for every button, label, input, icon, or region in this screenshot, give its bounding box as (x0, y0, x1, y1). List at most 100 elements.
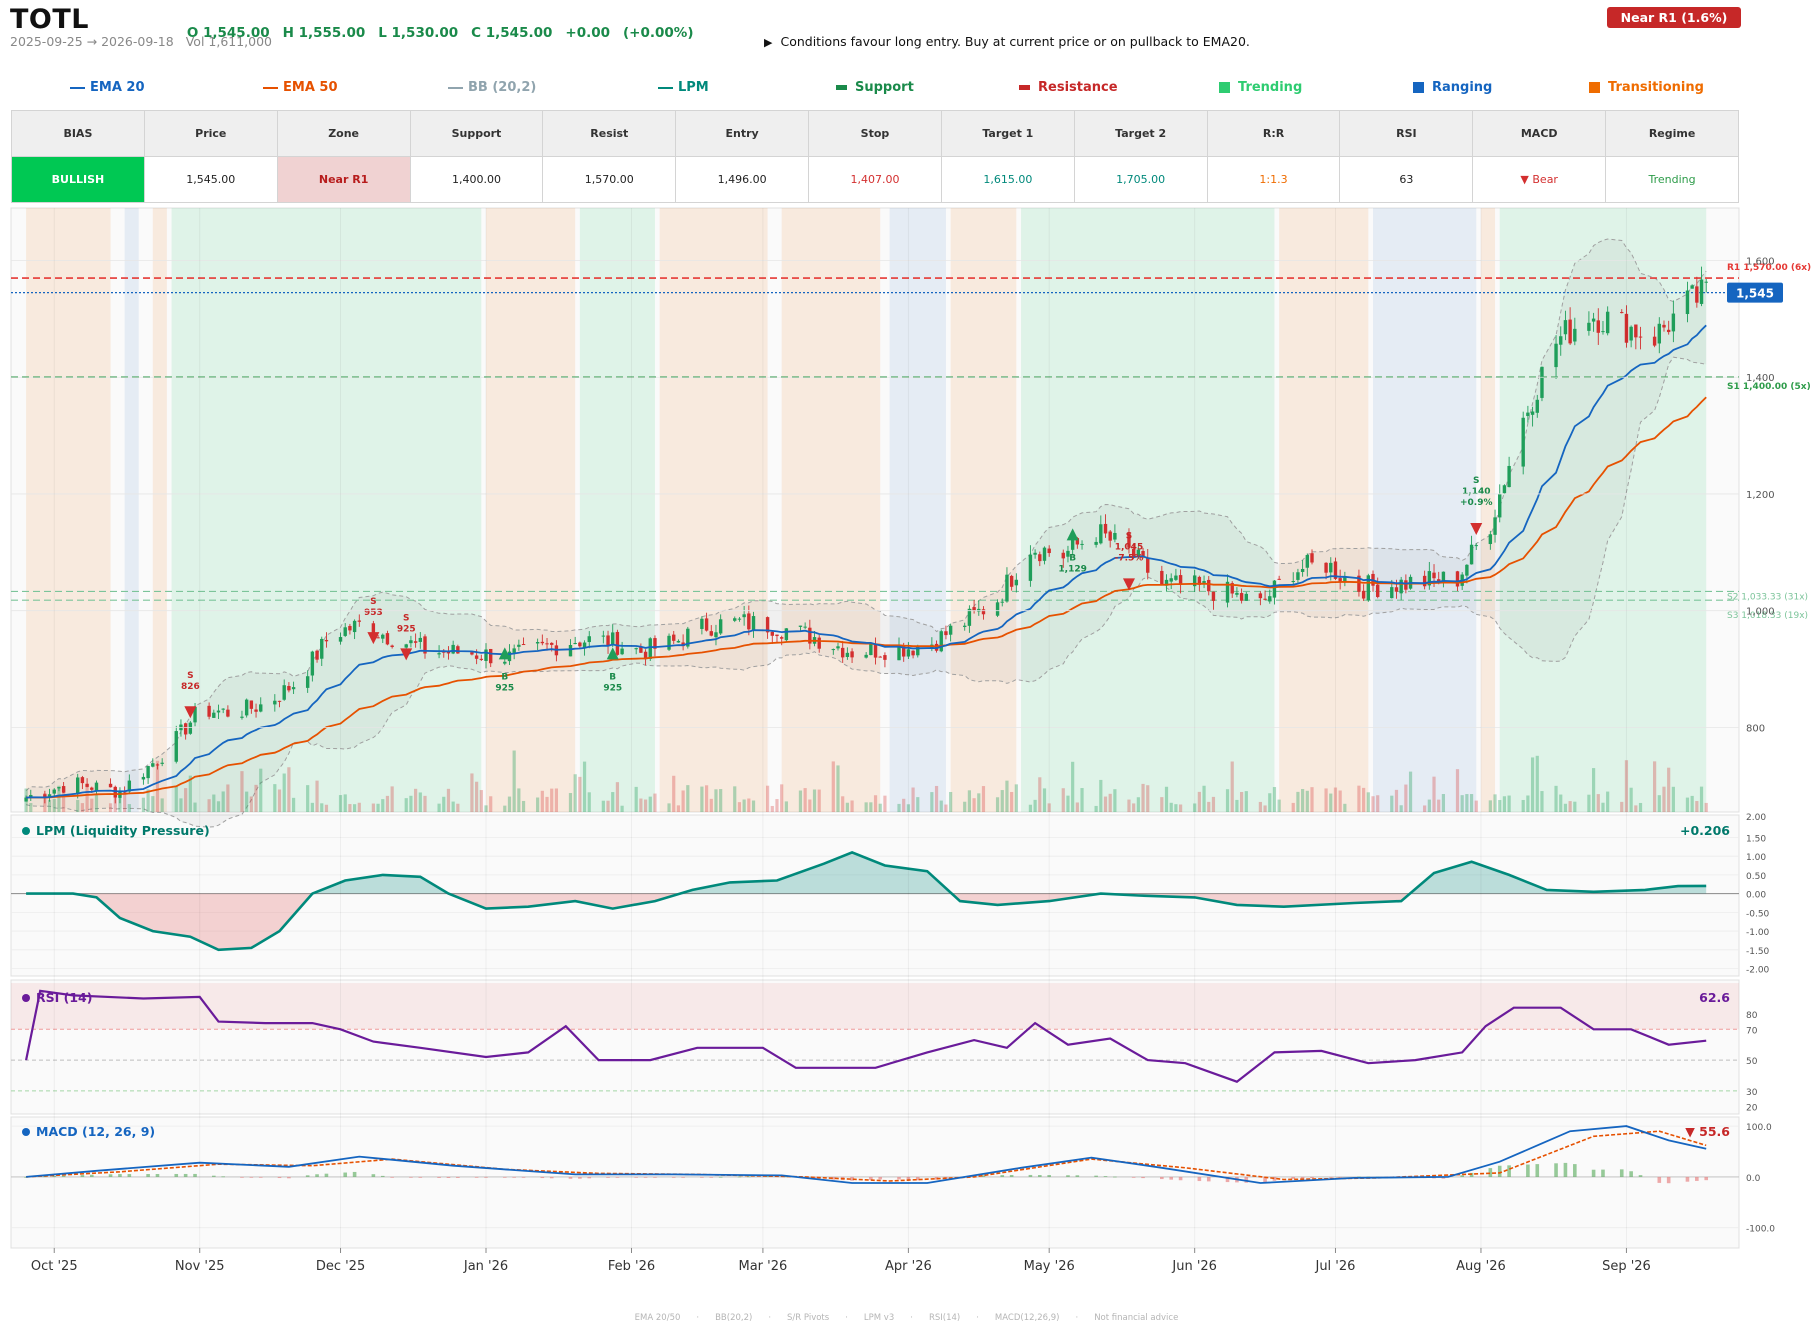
candle-body (470, 652, 474, 655)
volume-bar (1699, 786, 1704, 812)
candle-body (775, 634, 779, 637)
volume-bar (784, 801, 788, 812)
regime-band-transitioning (950, 208, 1017, 812)
candle-body (146, 766, 150, 779)
volume-bar (906, 804, 910, 812)
macd-histogram-bar (521, 1176, 526, 1178)
volume-bar (902, 798, 906, 812)
volume-bar (1573, 801, 1577, 812)
macd-histogram-bar (1000, 1175, 1005, 1177)
rsi-tick-label: 20 (1746, 1103, 1758, 1113)
volume-bar (939, 800, 943, 812)
volume-bar (1493, 794, 1497, 812)
footer-note: BB(20,2) (715, 1313, 753, 1323)
candle-body (1507, 465, 1511, 488)
volume-bar (1399, 805, 1403, 812)
volume-bar (667, 803, 671, 812)
volume-bar (540, 790, 544, 812)
macd-histogram-bar (1601, 1169, 1605, 1177)
volume-bar (831, 761, 835, 812)
footer-separator: · (696, 1313, 700, 1323)
volume-bar (437, 803, 441, 812)
volume-bar (812, 789, 817, 812)
macd-histogram-bar (1197, 1176, 1202, 1182)
candle-body (282, 685, 286, 700)
legend-swatch (1589, 82, 1600, 93)
candle-body (226, 709, 230, 717)
volume-bar (1671, 786, 1675, 812)
candle-body (1211, 591, 1216, 601)
candle-body (423, 636, 427, 654)
candle-body (381, 634, 385, 639)
candle-body (127, 780, 132, 792)
volume-bar (517, 788, 521, 812)
macd-histogram-bar (1469, 1172, 1474, 1177)
volume-bar (1441, 794, 1446, 812)
volume-bar (995, 797, 1000, 812)
candle-body (1624, 313, 1629, 343)
macd-histogram-bar (305, 1175, 310, 1177)
volume-bar (1277, 799, 1281, 812)
volume-bar (653, 793, 657, 812)
legend-item-transitioning: Transitioning (1589, 80, 1704, 95)
candle-body (1526, 412, 1530, 417)
candle-body (1699, 279, 1704, 304)
candle-body (653, 638, 657, 649)
low-value: L 1,530.00 (378, 25, 459, 41)
candle-body (873, 643, 878, 658)
candle-body (634, 648, 638, 650)
candle-body (981, 609, 986, 615)
candle-body (1563, 320, 1568, 335)
candle-body (836, 646, 840, 649)
volume-bar (1404, 784, 1408, 812)
candle-body (1357, 575, 1361, 592)
month-tick-label: Jan '26 (463, 1259, 508, 1274)
candle-body (1333, 561, 1338, 579)
volume-bar (306, 785, 310, 812)
volume-bar (1394, 789, 1399, 812)
volume-bar (353, 804, 357, 812)
legend-item-lpm: LPM (658, 80, 709, 95)
volume-bar (254, 784, 258, 812)
regime-cell: Trending (1605, 156, 1739, 203)
candle-body (850, 651, 854, 658)
volume-bar (545, 796, 549, 812)
volume-bar (414, 788, 418, 812)
volume-bar (108, 803, 113, 812)
volume-bar (470, 773, 474, 812)
volume-bar (277, 789, 282, 812)
candle-body (1310, 553, 1314, 563)
macd-histogram-bar (681, 1176, 685, 1178)
candle-body (1638, 336, 1643, 338)
macd-histogram-bar (484, 1176, 488, 1178)
candle-body (409, 640, 413, 644)
support-cell: 1,400.00 (409, 156, 544, 203)
candle-body (80, 777, 85, 784)
macd-histogram-bar (1328, 1176, 1333, 1178)
volume-bar (385, 795, 390, 812)
legend-item-support: Support (836, 80, 914, 95)
volume-bar (1507, 795, 1511, 812)
candle-body (1535, 399, 1539, 413)
macd-histogram-bar (1704, 1176, 1709, 1181)
macd-line (26, 1125, 1707, 1184)
volume-bar (1502, 796, 1507, 812)
candle-body (47, 794, 52, 797)
volume-bar (1620, 801, 1624, 812)
volume-bar (1634, 805, 1638, 812)
volume-bar (1423, 805, 1427, 812)
volume-bar (80, 803, 84, 812)
lpm-tick-label: -0.50 (1746, 909, 1770, 919)
volume-bar (127, 804, 131, 812)
sell-signal-marker (1470, 522, 1483, 535)
macd-histogram-bar (1263, 1176, 1267, 1183)
macd-cell: ▼ Bear (1472, 156, 1607, 203)
candle-body (784, 628, 789, 641)
macd-title: MACD (12, 26, 9) (36, 1124, 155, 1139)
volume-bar (193, 802, 197, 812)
volume-bar (1535, 755, 1539, 812)
volume-bar (1047, 803, 1051, 812)
macd-histogram-bar (174, 1173, 179, 1177)
candle-body (291, 687, 296, 690)
lpm-tick-label: -1.50 (1746, 947, 1770, 957)
